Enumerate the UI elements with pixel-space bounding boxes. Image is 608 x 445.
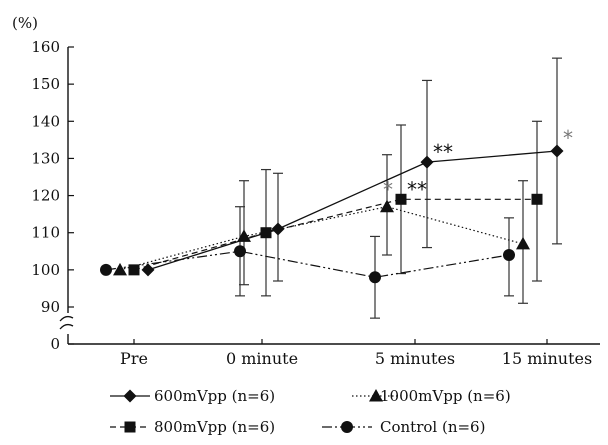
significance-star: ** (433, 140, 453, 164)
data-point (260, 227, 272, 239)
legend-label: Control (n=6) (380, 418, 485, 436)
y-axis-ticks: 0 90 100 110 120 130 140 150 160 (31, 38, 74, 353)
data-point (503, 249, 515, 261)
data-point (100, 263, 112, 276)
significance-star: ** (407, 177, 427, 201)
series-line (147, 150, 558, 271)
legend-label: 600mVpp (n=6) (154, 387, 275, 405)
y-tick-label: 100 (31, 261, 60, 279)
series-line (133, 198, 537, 271)
data-point (395, 193, 407, 205)
series-markers (100, 144, 564, 284)
x-axis-ticks: Pre 0 minute 5 minutes 15 minutes (120, 339, 592, 368)
y-axis-label: (%) (12, 14, 38, 32)
data-point (234, 245, 246, 258)
y-tick-label: 0 (50, 335, 60, 353)
legend-marker (124, 421, 136, 433)
y-tick-label: 110 (31, 224, 60, 242)
legend-label: 1000mVpp (n=6) (380, 387, 511, 405)
y-tick-label: 90 (41, 298, 60, 316)
x-tick-label: Pre (120, 349, 148, 368)
x-tick-label: 15 minutes (502, 349, 592, 368)
data-point (531, 193, 543, 205)
axis-break-mark (59, 323, 74, 330)
legend: 600mVpp (n=6) 1000mVpp (n=6) 800mVpp (n=6)… (110, 387, 511, 436)
legend-label: 800mVpp (n=6) (154, 418, 275, 436)
y-tick-label: 150 (31, 75, 60, 93)
data-point (113, 262, 127, 276)
data-point (380, 199, 394, 213)
legend-marker (341, 421, 353, 433)
axes (59, 47, 600, 345)
axis-break-mark (59, 315, 74, 322)
y-tick-label: 130 (31, 149, 60, 167)
data-point (369, 271, 381, 284)
series-line (105, 250, 510, 278)
series-line (119, 206, 524, 271)
y-tick-label: 140 (31, 112, 60, 130)
significance-star: * (563, 126, 573, 150)
x-tick-label: 0 minute (226, 349, 298, 368)
legend-marker (369, 389, 383, 402)
y-tick-label: 120 (31, 187, 60, 205)
y-tick-label: 160 (31, 38, 60, 56)
series-lines (105, 150, 558, 278)
data-point (420, 155, 434, 169)
error-bars (235, 57, 562, 319)
data-point (516, 236, 530, 250)
data-point (550, 144, 564, 158)
significance-star: * (383, 178, 393, 202)
data-point (141, 263, 155, 277)
x-tick-label: 5 minutes (375, 349, 455, 368)
legend-marker (123, 389, 137, 403)
significance-annotations: **** ** (383, 126, 573, 202)
data-point (128, 264, 140, 276)
data-point (271, 222, 285, 236)
data-point (237, 229, 251, 242)
